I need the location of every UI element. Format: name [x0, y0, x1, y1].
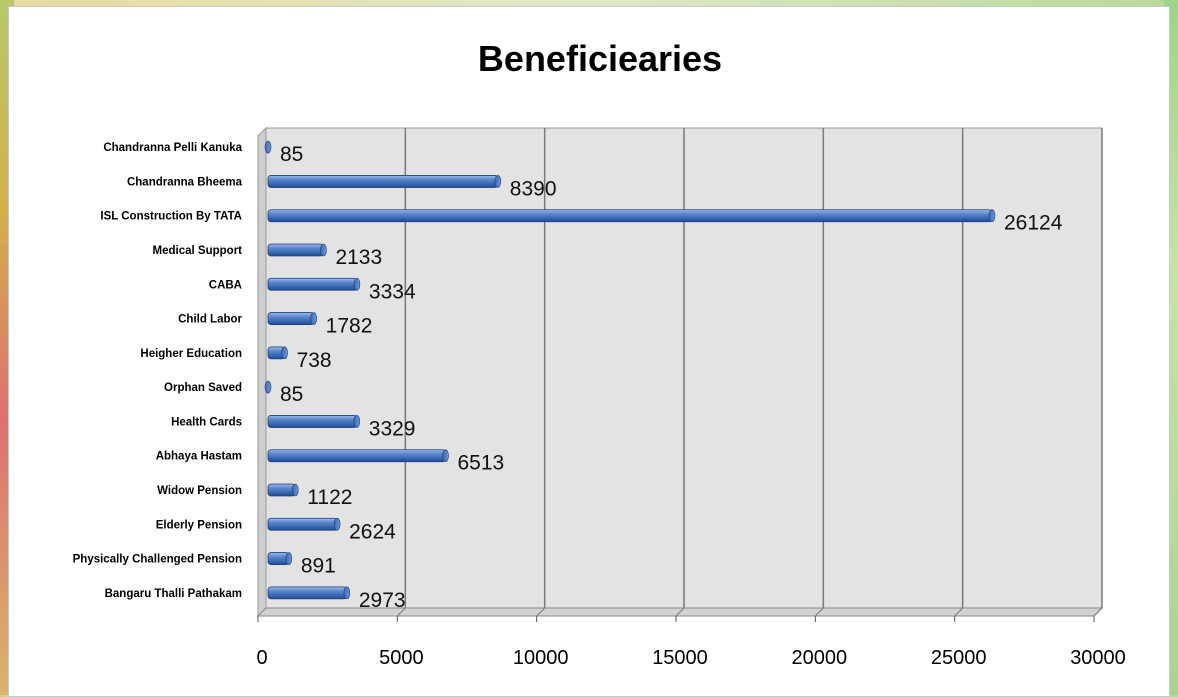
bar-end-cap	[353, 277, 361, 291]
value-label: 3334	[369, 280, 416, 303]
bar-end-cap	[281, 346, 288, 360]
bars	[264, 140, 996, 600]
value-label: 85	[280, 383, 303, 406]
category-label: Bangaru Thalli Pathakam	[105, 588, 242, 600]
category-label: Abhaya Hastam	[156, 451, 242, 463]
bar	[267, 449, 446, 463]
bar-end-cap	[291, 483, 299, 497]
bar	[267, 415, 358, 428]
x-gridline-floor	[536, 607, 546, 617]
bar	[267, 209, 993, 223]
category-label: Widow Pension	[157, 485, 242, 497]
bar	[267, 483, 296, 497]
x-gridline-floor	[396, 607, 406, 617]
chart-title: Beneficiearies	[478, 38, 722, 79]
category-label: Child Labor	[178, 314, 242, 326]
category-label: Chandranna Bheema	[127, 176, 243, 188]
x-tick-label: 10000	[513, 647, 569, 669]
x-tick-label: 25000	[931, 647, 987, 669]
bar-end-cap	[264, 380, 272, 394]
value-label: 1122	[307, 486, 352, 509]
value-label: 2973	[359, 589, 406, 612]
bar	[267, 243, 324, 257]
bar	[267, 586, 348, 600]
value-label: 85	[280, 143, 303, 166]
value-label: 891	[301, 555, 336, 578]
value-label: 8390	[510, 177, 557, 200]
category-label: Elderly Pension	[156, 519, 242, 531]
plot-side-wall	[257, 126, 267, 618]
category-label: ISL Construction By TATA	[100, 211, 242, 223]
value-label: 2624	[349, 520, 396, 543]
x-tick-label: 30000	[1070, 647, 1126, 669]
x-tick-label: 5000	[379, 647, 424, 669]
bar-end-cap	[442, 449, 449, 463]
x-gridline-floor	[675, 607, 685, 617]
value-label: 3329	[369, 417, 416, 440]
x-gridline-floor	[1093, 607, 1103, 617]
bar-end-cap	[353, 415, 361, 428]
bar-end-cap	[310, 312, 317, 325]
value-label: 738	[297, 349, 332, 372]
bar	[267, 277, 358, 291]
bar-end-cap	[320, 243, 327, 257]
value-label: 6513	[457, 452, 504, 475]
category-labels: Chandranna Pelli Kanuka Chandranna Bheema…	[73, 142, 243, 600]
x-tick-label: 20000	[792, 647, 848, 669]
bar	[267, 312, 315, 325]
category-label: CABA	[209, 279, 242, 291]
bar	[267, 175, 499, 188]
bar-end-cap	[333, 517, 341, 531]
category-label: Heigher Education	[140, 348, 242, 360]
category-label: Medical Support	[153, 245, 243, 257]
bar-end-cap	[343, 586, 351, 600]
category-label: Chandranna Pelli Kanuka	[103, 142, 242, 154]
x-gridline-floor	[814, 607, 824, 617]
category-label: Physically Challenged Pension	[73, 554, 242, 566]
bar-end-cap	[285, 552, 293, 565]
value-label: 1782	[326, 315, 373, 338]
bar-end-cap	[264, 140, 272, 154]
gridlines	[257, 128, 1103, 622]
category-label: Orphan Saved	[164, 382, 242, 394]
x-axis-ticks: 0 5000 10000 15000 20000 25000 30000	[256, 647, 1125, 669]
value-label: 2133	[335, 246, 382, 269]
value-label: 26124	[1004, 212, 1063, 235]
category-label: Health Cards	[171, 416, 242, 428]
x-tick-label: 0	[256, 647, 267, 669]
bar-end-cap	[988, 209, 996, 223]
value-labels: 85 8390 26124 2133 3334 1782 738 85 3329 6513 1122…	[280, 143, 1063, 612]
bar	[267, 517, 338, 531]
x-tick-label: 15000	[652, 647, 708, 669]
bar-end-cap	[494, 175, 502, 188]
x-gridline-floor	[954, 607, 964, 617]
